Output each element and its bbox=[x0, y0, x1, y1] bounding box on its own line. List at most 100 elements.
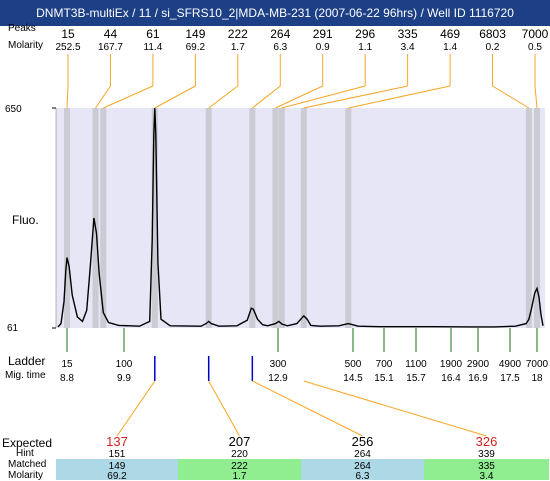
matched-cell bbox=[56, 459, 178, 480]
peak-leader-line bbox=[348, 85, 451, 109]
matched-value: 264 bbox=[354, 461, 371, 472]
ladder-mig-label: 17.5 bbox=[500, 373, 520, 384]
peak-molarity-label: 69.2 bbox=[186, 42, 206, 53]
matched-molarity: 3.4 bbox=[480, 471, 494, 480]
peak-molarity-label: 0.2 bbox=[486, 42, 500, 53]
chart-title: DNMT3B-multiEx / 11 / si_SFRS10_2|MDA-MB… bbox=[36, 6, 514, 20]
matched-cell bbox=[301, 459, 424, 480]
ladder-mig-label: 9.9 bbox=[117, 373, 131, 384]
peak-molarity-label: 167.7 bbox=[98, 42, 123, 53]
matched-molarity: 69.2 bbox=[107, 471, 127, 480]
peak-molarity-label: 1.1 bbox=[358, 42, 372, 53]
ytick-top-label: 650 bbox=[5, 104, 22, 115]
peak-leader-line bbox=[95, 85, 111, 109]
peak-band bbox=[151, 108, 158, 328]
expected-size: 207 bbox=[229, 434, 251, 449]
peak-size-label: 7000 bbox=[522, 27, 549, 41]
ladder-size-label: 1100 bbox=[405, 359, 427, 370]
hint-row-label: Hint bbox=[16, 448, 34, 459]
peak-leader-line bbox=[208, 85, 239, 109]
ladder-row-label: Ladder bbox=[8, 354, 46, 368]
ladder-mig-label: 18 bbox=[531, 373, 543, 384]
molarity-row-label: Molarity bbox=[8, 40, 44, 51]
peak-size-label: 335 bbox=[398, 27, 418, 41]
peak-leader-line bbox=[252, 85, 281, 109]
peak-size-label: 296 bbox=[355, 27, 375, 41]
matched-row-label: Matched bbox=[8, 459, 47, 470]
expected-leader-line bbox=[208, 380, 240, 437]
peak-leader-line bbox=[154, 85, 196, 109]
ladder-mig-label: 16.4 bbox=[441, 373, 461, 384]
ladder-size-label: 2900 bbox=[467, 359, 490, 370]
peak-band bbox=[534, 108, 540, 328]
ladder-mig-label: 12.9 bbox=[268, 373, 288, 384]
peak-molarity-label: 0.9 bbox=[316, 42, 330, 53]
expected-size: 137 bbox=[106, 434, 128, 449]
matched-cell bbox=[424, 459, 549, 480]
ladder-size-label: 300 bbox=[270, 359, 287, 370]
peak-band bbox=[525, 108, 532, 328]
ladder-size-label: 7000 bbox=[526, 359, 549, 370]
expected-leader-line bbox=[252, 380, 363, 437]
peaks-row-label: Peaks bbox=[8, 23, 36, 34]
matched-molarity: 6.3 bbox=[356, 471, 370, 480]
ladder-mig-label: 15.7 bbox=[406, 373, 426, 384]
matched-cell bbox=[178, 459, 301, 480]
peak-molarity-label: 3.4 bbox=[401, 42, 415, 53]
matched-value: 335 bbox=[478, 461, 495, 472]
expected-row-label: Expected bbox=[2, 436, 53, 450]
peak-band bbox=[205, 108, 212, 328]
ladder-mig-label: 15.1 bbox=[374, 373, 394, 384]
peak-molarity-label: 252.5 bbox=[55, 42, 80, 53]
ladder-size-label: 15 bbox=[61, 359, 73, 370]
peak-leader-line bbox=[492, 85, 530, 109]
hint-value: 339 bbox=[478, 449, 495, 460]
matched-value: 222 bbox=[231, 461, 248, 472]
peak-molarity-label: 6.3 bbox=[273, 42, 287, 53]
ladder-size-label: 4900 bbox=[499, 359, 522, 370]
peak-size-label: 44 bbox=[104, 27, 118, 41]
expected-size: 256 bbox=[352, 434, 374, 449]
peak-leader-line bbox=[66, 85, 69, 109]
ladder-mig-label: 16.9 bbox=[468, 373, 488, 384]
peak-band bbox=[272, 108, 279, 328]
ladder-size-label: 1900 bbox=[440, 359, 463, 370]
peak-band bbox=[249, 108, 256, 328]
peak-size-label: 61 bbox=[146, 27, 160, 41]
peak-leader-line bbox=[103, 85, 154, 109]
peak-band bbox=[100, 108, 107, 328]
hint-value: 264 bbox=[354, 449, 371, 460]
hint-value: 151 bbox=[109, 449, 126, 460]
ladder-size-label: 700 bbox=[376, 359, 393, 370]
plot-area bbox=[56, 108, 545, 328]
peak-band bbox=[300, 108, 307, 328]
ladder-size-label: 100 bbox=[116, 359, 133, 370]
peak-molarity-label: 0.5 bbox=[528, 42, 542, 53]
matched-molarity: 1.7 bbox=[233, 471, 247, 480]
peak-size-label: 149 bbox=[185, 27, 205, 41]
peak-leader-line bbox=[275, 85, 323, 109]
mig-time-row-label: Mig. time bbox=[5, 370, 46, 381]
peak-leader-line bbox=[534, 85, 538, 109]
peak-size-label: 6803 bbox=[479, 27, 506, 41]
peak-band bbox=[278, 108, 285, 328]
matched-value: 149 bbox=[109, 461, 126, 472]
peak-leader-line bbox=[303, 85, 408, 109]
peak-molarity-label: 1.7 bbox=[231, 42, 245, 53]
peak-band bbox=[92, 108, 99, 328]
expected-size: 326 bbox=[476, 434, 498, 449]
fluo-axis-label: Fluo. bbox=[12, 213, 39, 227]
ladder-size-label: 500 bbox=[345, 359, 362, 370]
peak-molarity-label: 11.4 bbox=[144, 42, 163, 53]
peak-size-label: 291 bbox=[313, 27, 333, 41]
peak-size-label: 15 bbox=[61, 27, 75, 41]
molarity-row-label-bottom: Molarity bbox=[8, 470, 44, 481]
ladder-mig-label: 14.5 bbox=[343, 373, 363, 384]
peak-molarity-label: 1.4 bbox=[443, 42, 457, 53]
fluorescence-trace bbox=[57, 107, 544, 328]
peak-size-label: 469 bbox=[440, 27, 460, 41]
peak-size-label: 264 bbox=[270, 27, 290, 41]
hint-value: 220 bbox=[231, 449, 248, 460]
expected-leader-line bbox=[303, 380, 487, 437]
